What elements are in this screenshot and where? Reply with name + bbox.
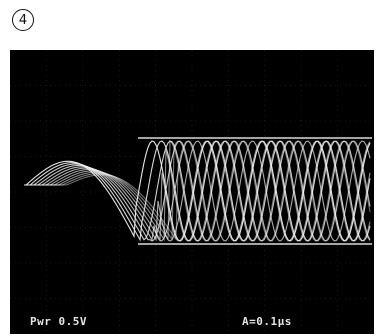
oscilloscope-screen: Pwr 0.5V A=0.1μs: [10, 50, 374, 334]
waveform-traces: [24, 138, 372, 244]
channel-voltage-readout: Pwr 0.5V: [30, 315, 87, 328]
panel-number-label: 4: [12, 9, 34, 31]
timebase-readout: A=0.1μs: [242, 315, 292, 328]
oscilloscope-display: [10, 50, 374, 334]
